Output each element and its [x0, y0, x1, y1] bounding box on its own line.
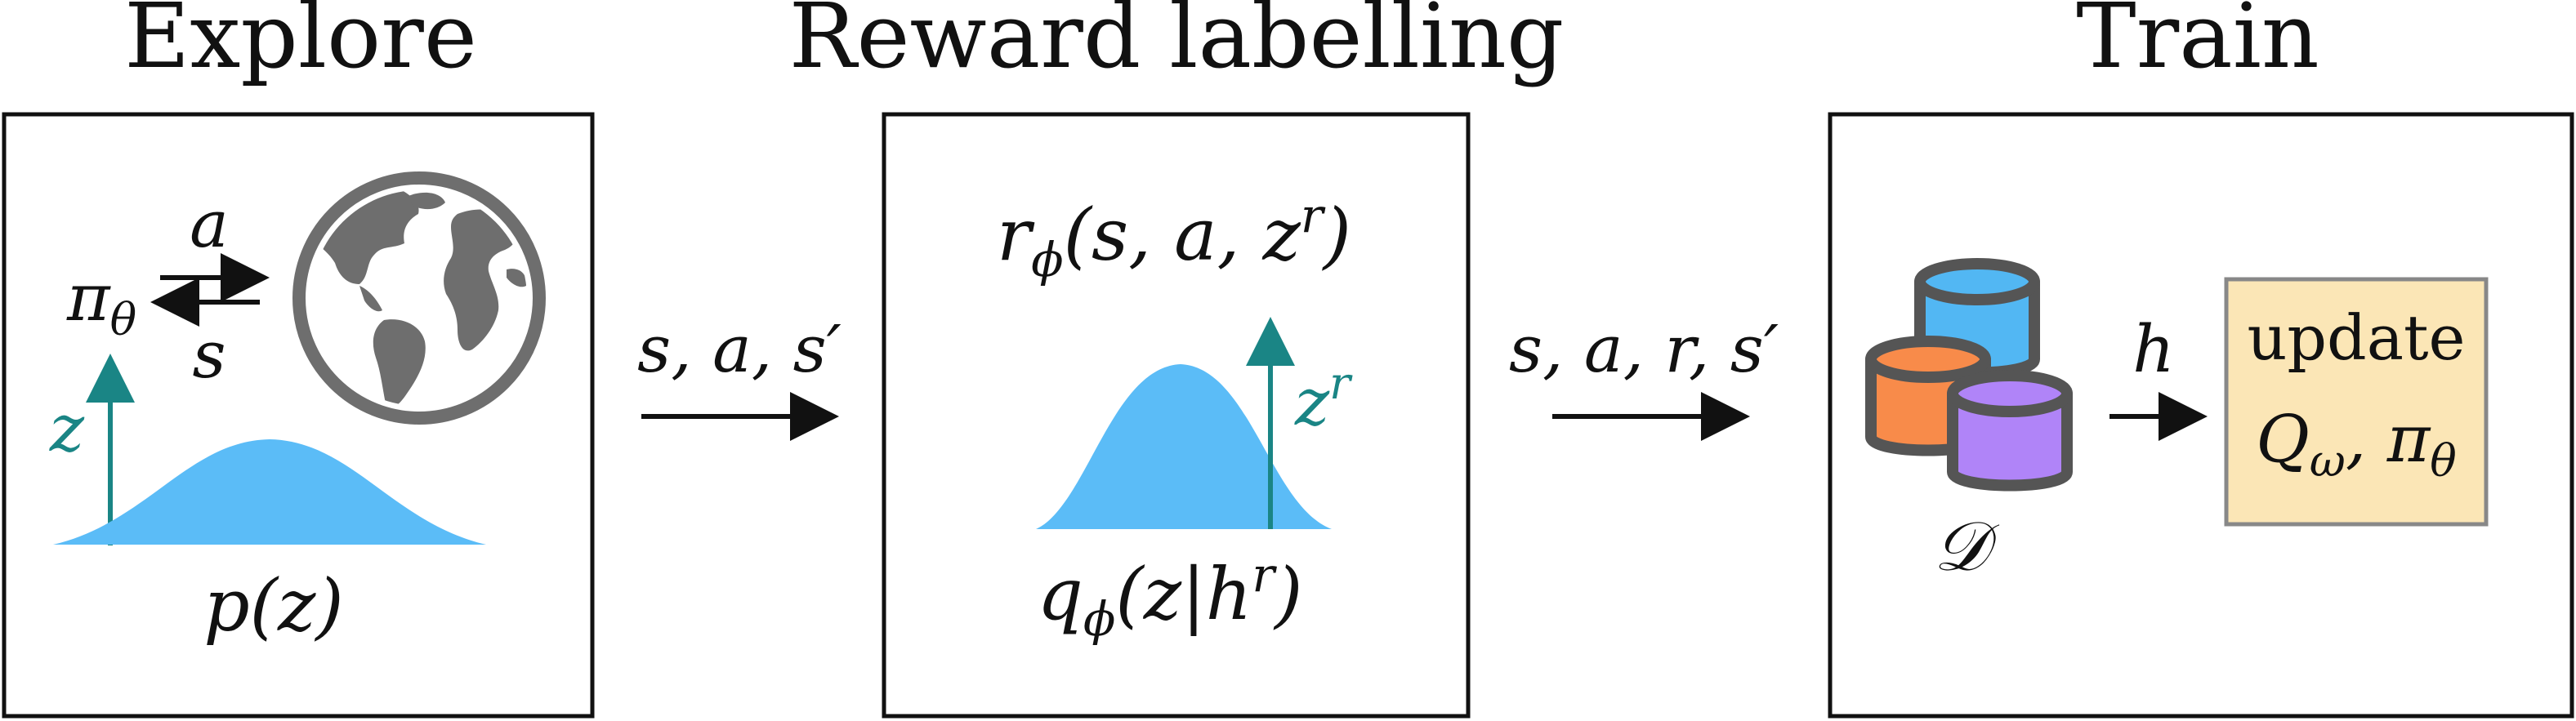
posterior-label: qϕ(z|hr) [1038, 547, 1303, 647]
policy-update-subscript: θ [2430, 435, 2457, 487]
q-function-symbol: Q [2256, 401, 2310, 477]
reward-panel [882, 112, 1471, 719]
posterior-superscript: r [1252, 547, 1277, 603]
train-title: Train [2076, 0, 2319, 88]
prior-distribution [53, 439, 486, 545]
reward-function-superscript: r [1301, 188, 1326, 243]
train-panel [1828, 112, 2574, 719]
reward-function-label: rϕ(s, a, zr) [997, 188, 1351, 287]
latent-zr-symbol: z [1294, 364, 1330, 440]
reward-function-close: ) [1322, 193, 1351, 277]
update-separator: , [2346, 401, 2387, 477]
update-targets: Qω, πθ [2256, 401, 2457, 487]
explore-title: Explore [124, 0, 477, 88]
policy-symbol: π [66, 260, 111, 336]
prior-label: p(z) [203, 563, 343, 648]
latent-zr-superscript: r [1329, 358, 1353, 409]
policy-label: πθ [66, 260, 136, 345]
action-label: a [190, 186, 229, 262]
reward-title: Reward labelling [789, 0, 1565, 88]
posterior-args: (z|h [1115, 552, 1252, 636]
transition1-label: s, a, s′ [637, 311, 842, 387]
database-cylinder-purple [1947, 370, 2073, 492]
posterior-close: ) [1273, 552, 1302, 636]
history-label: h [2132, 311, 2175, 387]
policy-update-symbol: π [2386, 401, 2431, 477]
reward-function-subscript: ϕ [1031, 232, 1064, 287]
transition2-label: s, a, r, s′ [1509, 311, 1779, 387]
update-word: update [2247, 301, 2465, 374]
dataset-label: 𝒟 [1933, 506, 1999, 586]
latent-zr-label: zr [1294, 358, 1353, 440]
reward-function-r: r [997, 193, 1035, 277]
posterior-q: q [1038, 552, 1083, 636]
update-box [2224, 277, 2489, 527]
state-label: s [192, 317, 225, 393]
latent-z-label: z [49, 390, 85, 466]
database-icon [1865, 258, 2073, 492]
posterior-distribution [1036, 364, 1332, 529]
policy-subscript: θ [110, 294, 137, 345]
explore-panel [2, 112, 595, 719]
q-function-subscript: ω [2310, 435, 2346, 487]
reward-function-args: (s, a, z [1064, 193, 1301, 277]
globe-icon [292, 171, 546, 425]
posterior-subscript: ϕ [1083, 591, 1116, 647]
